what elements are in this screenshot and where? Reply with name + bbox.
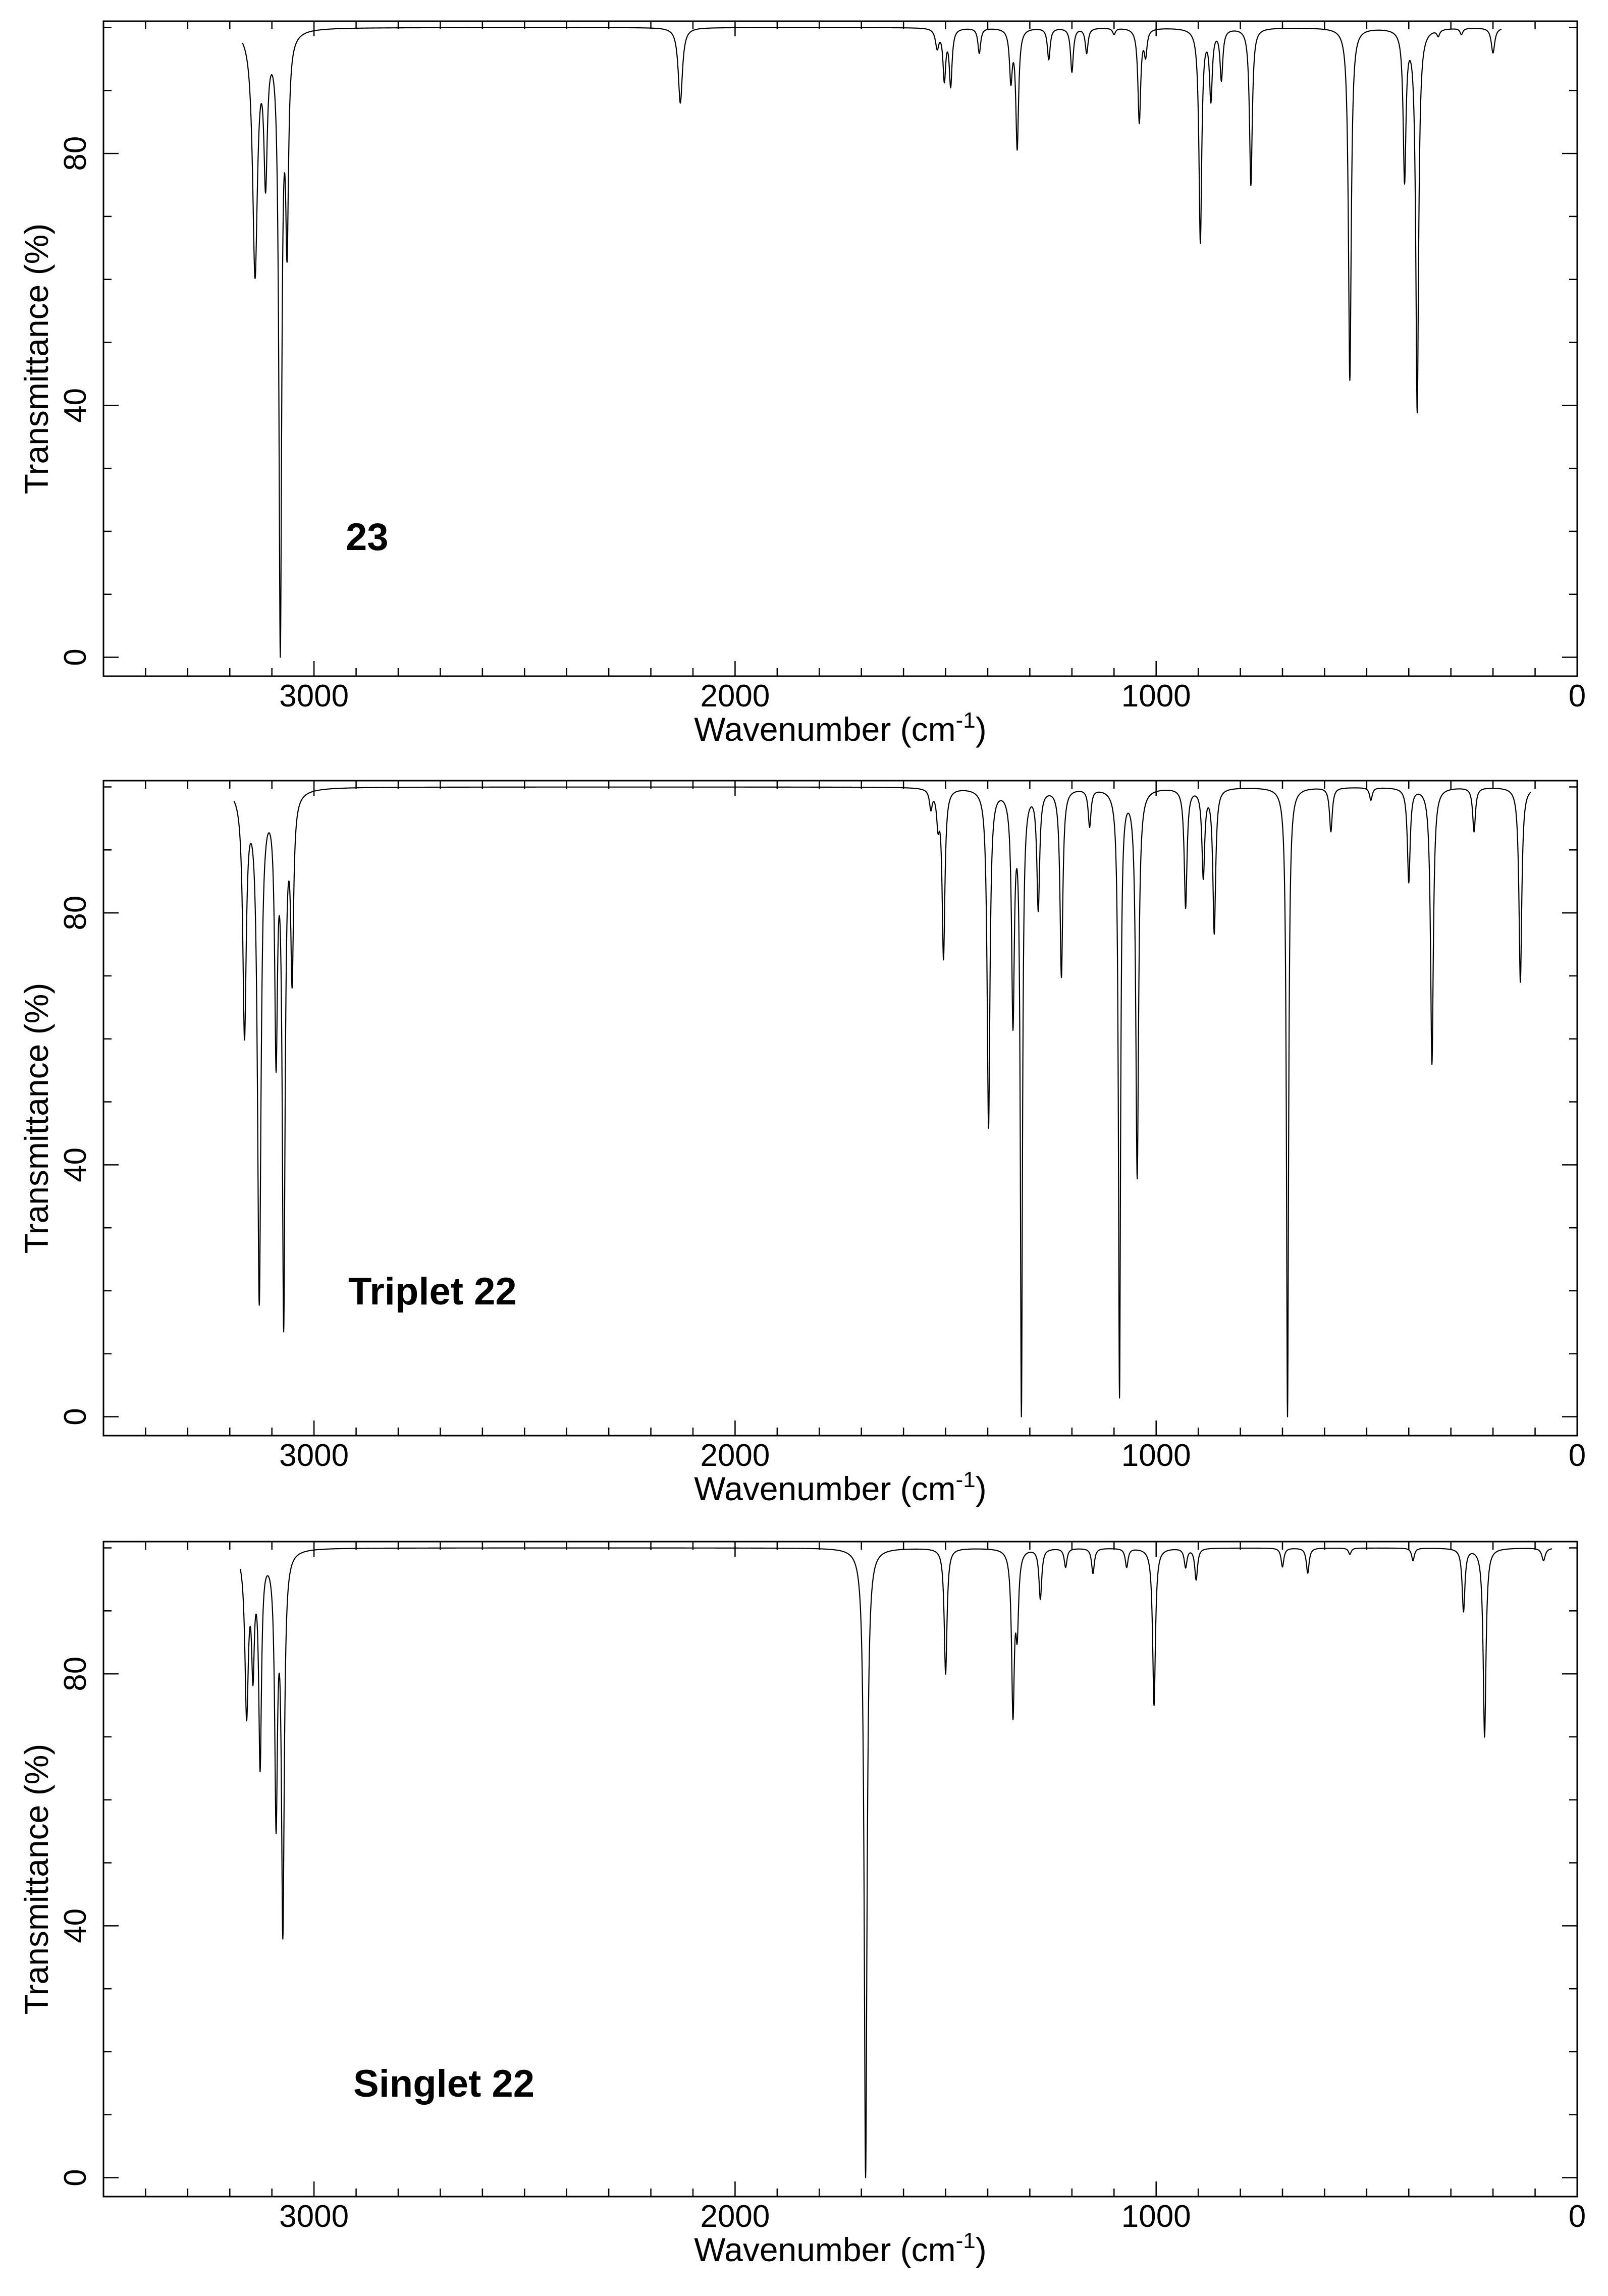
chart-panel-3: 3000 2000 1000 0 0 40 80 Wavenumber (cm-1) Trans… [18, 1541, 1586, 2268]
x-tick-label: 0 [1569, 2199, 1586, 2234]
panel-label: 23 [346, 516, 389, 559]
spectrum-line [233, 786, 1531, 1417]
x-axis-title: Wavenumber (cm-1) [694, 708, 986, 748]
spectrum-line [240, 1547, 1552, 2178]
panel-label: Triplet 22 [348, 1270, 517, 1313]
y-axis-title: Transmittance (%) [18, 1744, 55, 2015]
plot-frame [102, 780, 1578, 1437]
x-axis-title: Wavenumber (cm-1) [694, 2228, 986, 2268]
panel-label: Singlet 22 [353, 2062, 534, 2105]
plot-frame [102, 1541, 1578, 2198]
x-tick-label: 0 [1569, 1438, 1586, 1473]
y-tick-label: 40 [58, 1908, 93, 1943]
y-tick-label: 0 [58, 648, 93, 666]
x-tick-label: 2000 [700, 1438, 770, 1473]
x-tick-label: 3000 [279, 1438, 349, 1473]
x-tick-label: 2000 [700, 2199, 770, 2234]
y-axis-title: Transmittance (%) [18, 224, 55, 495]
x-tick-label: 1000 [1121, 679, 1191, 714]
x-tick-label: 0 [1569, 679, 1586, 714]
chart-panel-1: 3000 2000 1000 0 0 40 80 Wavenumber (cm-1) Trans… [18, 20, 1586, 748]
y-axis-title: Transmittance (%) [18, 983, 55, 1254]
y-tick-label: 40 [58, 1147, 93, 1182]
x-tick-label: 3000 [279, 679, 349, 714]
y-tick-label: 80 [58, 896, 93, 931]
plot-frame [102, 20, 1578, 677]
x-axis-title: Wavenumber (cm-1) [694, 1467, 986, 1507]
x-tick-label: 2000 [700, 679, 770, 714]
y-tick-label: 0 [58, 1408, 93, 1425]
y-tick-label: 40 [58, 388, 93, 423]
chart-panel-2: 3000 2000 1000 0 0 40 80 Wavenumber (cm-1) Trans… [18, 780, 1586, 1507]
y-tick-label: 0 [58, 2169, 93, 2186]
x-tick-label: 1000 [1121, 1438, 1191, 1473]
y-tick-label: 80 [58, 136, 93, 171]
spectrum-line [242, 27, 1502, 658]
y-tick-label: 80 [58, 1657, 93, 1691]
x-tick-label: 3000 [279, 2199, 349, 2234]
x-tick-label: 1000 [1121, 2199, 1191, 2234]
